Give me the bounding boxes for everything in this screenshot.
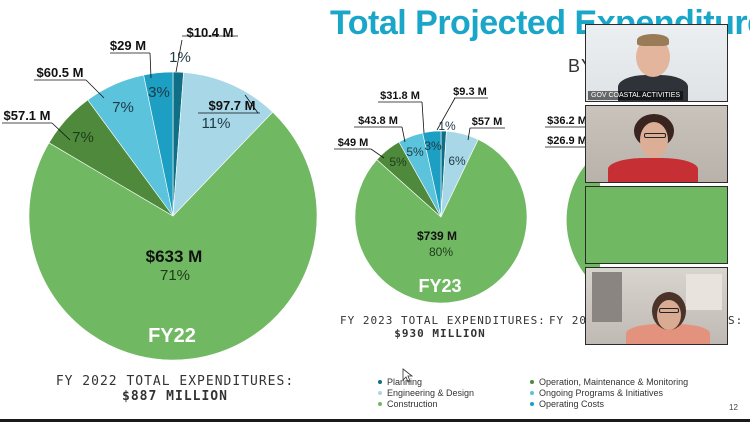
leader-line	[436, 97, 456, 131]
legend-dot-icon	[530, 390, 534, 395]
legend-item-ongoing-programs: Ongoing Programs & Initiatives	[530, 387, 688, 398]
mouse-cursor-icon	[402, 368, 414, 383]
amount-label: $10.4 M	[187, 25, 234, 40]
legend-dot-icon	[530, 401, 534, 406]
percent-label: 80%	[429, 245, 453, 259]
legend-item-construction: Construction	[378, 398, 474, 409]
amount-label: $43.8 M	[358, 115, 398, 127]
legend-dot-icon	[530, 379, 534, 384]
amount-label: $57 M	[472, 116, 503, 128]
video-call-panel: GOV COASTAL ACTIVITIES	[585, 24, 728, 348]
legend-item-operation-maintenance: Operation, Maintenance & Monitoring	[530, 376, 688, 387]
legend-item-operating-costs: Operating Costs	[530, 398, 688, 409]
percent-label: 11%	[202, 115, 231, 132]
amount-label: $9.3 M	[453, 86, 487, 98]
video-tile[interactable]	[585, 105, 728, 183]
legend-label: Engineering & Design	[387, 387, 475, 398]
percent-label: 3%	[148, 84, 170, 101]
leader-line	[421, 101, 425, 134]
legend-item-planning: Planning	[378, 376, 474, 387]
leader-line	[370, 148, 385, 159]
pie-slice-operating-costs	[143, 71, 174, 217]
percent-label: 5%	[406, 145, 424, 159]
percent-label: 7%	[112, 99, 134, 116]
pie-slice-engineering-design	[172, 72, 274, 217]
amount-label: $633 M	[146, 247, 203, 266]
percent-label: 3%	[424, 139, 442, 153]
amount-label: $31.8 M	[380, 90, 420, 102]
fy23-caption-text: FY 2023 TOTAL EXPENDITURES:	[340, 314, 546, 327]
amount-label: $57.1 M	[4, 108, 51, 123]
year-label: FY22	[148, 325, 196, 347]
legend-right: Operation, Maintenance & Monitoring Ongo…	[530, 376, 688, 409]
pie-slice-construction	[28, 111, 318, 361]
amount-label: $97.7 M	[209, 98, 256, 113]
page-number: 12	[729, 403, 738, 412]
legend-label: Operating Costs	[539, 398, 605, 409]
amount-label: $49 M	[338, 137, 369, 149]
legend-dot-icon	[378, 401, 382, 406]
bottom-divider	[0, 419, 750, 422]
leader-line	[51, 122, 71, 141]
fy22-caption: FY 2022 TOTAL EXPENDITURES: $887 MILLION	[40, 374, 310, 404]
pie-slice-construction	[354, 139, 528, 304]
percent-label: 7%	[72, 129, 94, 146]
legend-item-engineering-design: Engineering & Design	[378, 387, 474, 398]
pie-slice-operating-costs	[422, 130, 442, 218]
video-tile[interactable]: GOV COASTAL ACTIVITIES	[585, 24, 728, 102]
legend-label: Construction	[387, 398, 438, 409]
percent-label: 1%	[169, 49, 191, 66]
amount-label: $26.9 M	[547, 135, 587, 147]
leader-line	[244, 94, 259, 114]
legend-label: Ongoing Programs & Initiatives	[539, 387, 664, 398]
percent-label: 71%	[160, 267, 190, 284]
legend-label: Planning	[387, 376, 423, 387]
percent-label: 6%	[448, 154, 466, 168]
fy24-caption-suffix: S:	[728, 314, 744, 327]
participant-name: GOV COASTAL ACTIVITIES	[588, 91, 684, 100]
percent-label: 1%	[438, 119, 456, 133]
percent-label: 5%	[389, 155, 407, 169]
amount-label: $29 M	[110, 38, 146, 53]
year-label: FY23	[418, 276, 461, 296]
legend-dot-icon	[378, 379, 382, 384]
video-tile[interactable]	[585, 267, 728, 345]
legend-label: Operation, Maintenance & Monitoring	[539, 376, 689, 387]
amount-label: $739 M	[417, 229, 457, 243]
leader-line	[467, 127, 471, 141]
fy23-caption: FY 2023 TOTAL EXPENDITURES: $930 MILLION	[340, 314, 546, 340]
fy22-total: $887 MILLION	[122, 389, 228, 404]
leader-line	[175, 39, 183, 73]
leader-line	[149, 52, 152, 79]
leader-line	[401, 126, 406, 143]
legend-left: Planning Engineering & Design Constructi…	[378, 376, 474, 409]
fy23-total: $930 MILLION	[394, 327, 486, 340]
leader-line	[85, 79, 105, 99]
video-tile[interactable]	[585, 186, 728, 264]
fy24-caption-fragment: FY 20	[548, 314, 588, 327]
legend-dot-icon	[378, 390, 382, 395]
amount-label: $36.2 M	[547, 115, 587, 127]
fy22-caption-text: FY 2022 TOTAL EXPENDITURES:	[55, 374, 295, 389]
amount-label: $60.5 M	[37, 65, 84, 80]
